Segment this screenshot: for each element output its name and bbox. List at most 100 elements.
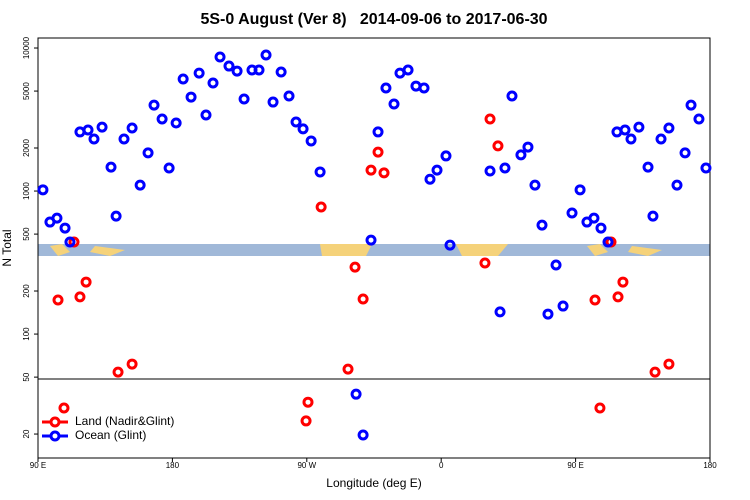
point <box>642 161 654 173</box>
point <box>612 291 624 303</box>
legend-marker <box>49 416 61 428</box>
point <box>679 147 691 159</box>
point <box>365 164 377 176</box>
point <box>484 113 496 125</box>
point <box>342 363 354 375</box>
point <box>238 93 250 105</box>
point <box>424 173 436 185</box>
point <box>163 162 175 174</box>
y-tick-label: 500 <box>22 227 31 241</box>
y-tick-label: 20 <box>22 429 31 438</box>
land-shapes <box>50 244 662 256</box>
point <box>378 167 390 179</box>
y-tick-label: 100 <box>22 327 31 341</box>
plot-frame <box>37 37 711 459</box>
point <box>617 276 629 288</box>
point <box>51 212 63 224</box>
map-band <box>38 244 710 256</box>
point <box>290 116 302 128</box>
y-tick-label: 5000 <box>22 82 31 100</box>
point <box>300 415 312 427</box>
x-tick-label: 90 E <box>567 461 583 470</box>
point <box>74 291 86 303</box>
point <box>148 99 160 111</box>
legend-label: Ocean (Glint) <box>75 428 146 442</box>
point <box>283 90 295 102</box>
point <box>134 179 146 191</box>
point <box>700 162 712 174</box>
point <box>444 239 456 251</box>
point <box>200 109 212 121</box>
point <box>82 124 94 136</box>
point <box>671 179 683 191</box>
point <box>58 402 70 414</box>
point <box>655 133 667 145</box>
point <box>88 133 100 145</box>
ocean-band <box>38 244 710 256</box>
point <box>350 388 362 400</box>
point <box>550 259 562 271</box>
point <box>494 306 506 318</box>
point <box>588 212 600 224</box>
point <box>349 261 361 273</box>
point <box>542 308 554 320</box>
point <box>267 96 279 108</box>
x-tick-label: 90 W <box>297 461 316 470</box>
point <box>492 140 504 152</box>
point <box>372 146 384 158</box>
y-tick-label: 200 <box>22 284 31 298</box>
point <box>633 121 645 133</box>
point <box>557 300 569 312</box>
point <box>566 207 578 219</box>
y-axis-label: N Total <box>0 229 14 266</box>
y-tick-label: 2000 <box>22 139 31 157</box>
point <box>602 236 614 248</box>
point <box>506 90 518 102</box>
point <box>185 91 197 103</box>
point <box>589 294 601 306</box>
point <box>647 210 659 222</box>
x-tick-label: 90 E <box>30 461 46 470</box>
point <box>52 294 64 306</box>
point <box>365 234 377 246</box>
point <box>223 60 235 72</box>
point <box>440 150 452 162</box>
point <box>515 149 527 161</box>
point <box>170 117 182 129</box>
point <box>110 210 122 222</box>
chart-title: 5S-0 August (Ver 8) 2014-09-06 to 2017-0… <box>200 11 547 28</box>
point <box>193 67 205 79</box>
point <box>96 121 108 133</box>
point <box>357 293 369 305</box>
point <box>275 66 287 78</box>
x-tick-label: 180 <box>166 461 180 470</box>
x-axis-label: Longitude (deg E) <box>326 476 421 490</box>
x-tick-label: 0 <box>439 461 444 470</box>
point <box>685 99 697 111</box>
y-tick-label: 50 <box>22 372 31 381</box>
point <box>112 366 124 378</box>
point <box>388 98 400 110</box>
legend-marker <box>49 430 61 442</box>
point <box>625 133 637 145</box>
point <box>663 122 675 134</box>
point <box>649 366 661 378</box>
point <box>118 133 130 145</box>
point <box>126 122 138 134</box>
point <box>177 73 189 85</box>
point <box>499 162 511 174</box>
point <box>574 184 586 196</box>
point <box>305 135 317 147</box>
point <box>594 402 606 414</box>
point <box>126 358 138 370</box>
point <box>402 64 414 76</box>
point <box>64 236 76 248</box>
point <box>529 179 541 191</box>
point <box>479 257 491 269</box>
point <box>207 77 219 89</box>
point <box>105 161 117 173</box>
point <box>253 64 265 76</box>
point <box>418 82 430 94</box>
